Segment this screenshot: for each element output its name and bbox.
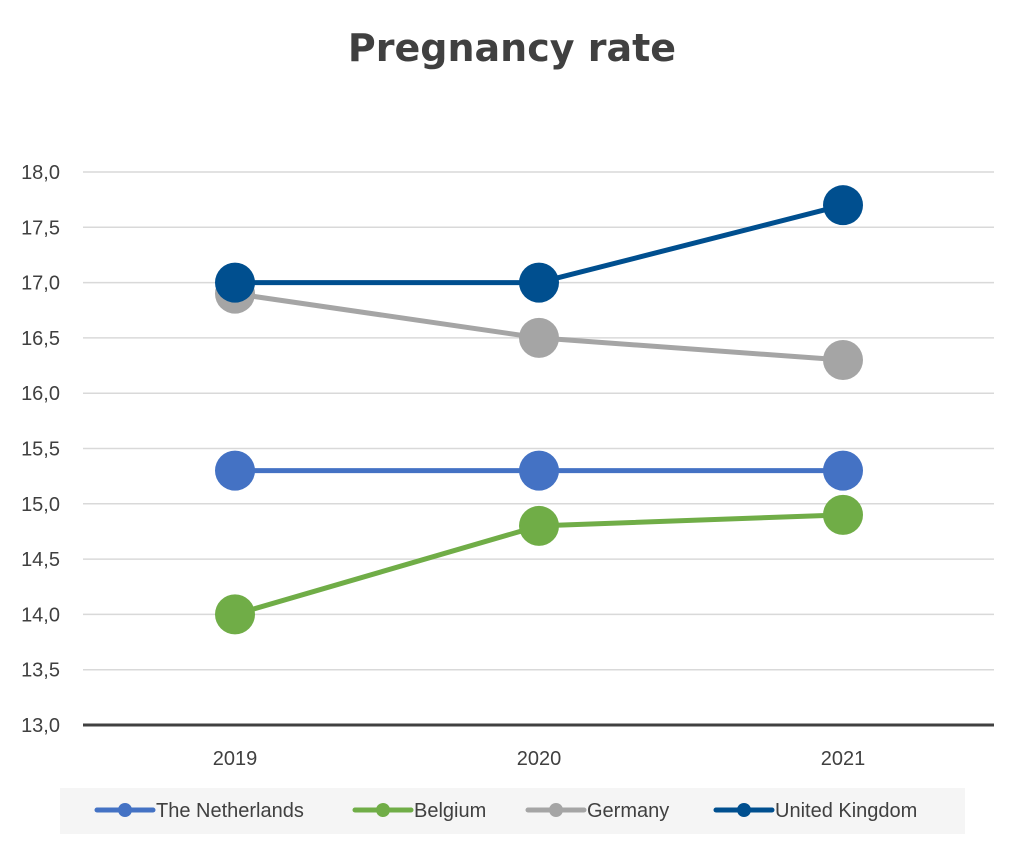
legend-marker-icon <box>376 803 390 817</box>
y-tick-label: 15,5 <box>21 439 60 461</box>
legend-label: The Netherlands <box>156 800 304 822</box>
y-tick-label: 17,5 <box>21 217 60 239</box>
legend: The Netherlands Belgium Germany United King… <box>94 800 917 822</box>
y-tick-label: 18,0 <box>21 162 60 184</box>
legend-background <box>60 788 965 834</box>
legend-label: United Kingdom <box>775 800 917 822</box>
data-point <box>823 185 863 226</box>
data-point <box>823 494 863 535</box>
y-tick-label: 13,0 <box>21 715 60 737</box>
y-tick-label: 16,0 <box>21 383 60 405</box>
y-tick-label: 14,0 <box>21 604 60 626</box>
x-tick-label: 2021 <box>821 748 866 770</box>
data-point <box>519 262 559 303</box>
legend-marker-icon <box>737 803 751 817</box>
legend-label: Germany <box>587 800 669 822</box>
data-point <box>215 594 255 635</box>
data-point <box>215 262 255 303</box>
y-tick-label: 17,0 <box>21 273 60 295</box>
gridlines <box>83 171 994 727</box>
series-belgium <box>215 494 863 635</box>
legend-label: Belgium <box>414 800 486 822</box>
x-axis-tick-labels: 2019 2020 2021 <box>213 748 866 770</box>
data-point <box>519 505 559 546</box>
legend-item: Germany <box>525 800 669 822</box>
series-lines <box>215 185 863 635</box>
x-tick-label: 2019 <box>213 748 258 770</box>
data-point <box>823 450 863 491</box>
legend-item: Belgium <box>352 800 486 822</box>
legend-item: United Kingdom <box>713 800 917 822</box>
chart-title: Pregnancy rate <box>347 26 677 70</box>
x-tick-label: 2020 <box>517 748 562 770</box>
y-axis-tick-labels: 13,0 13,5 14,0 14,5 15,0 15,5 16,0 16,5 17,0 17,5… <box>21 162 60 737</box>
y-tick-label: 16,5 <box>21 328 60 350</box>
y-tick-label: 15,0 <box>21 494 60 516</box>
legend-marker-icon <box>549 803 563 817</box>
y-tick-label: 14,5 <box>21 549 60 571</box>
data-point <box>519 317 559 358</box>
series-united-kingdom <box>215 185 863 303</box>
series-the-netherlands <box>215 450 863 491</box>
data-point <box>215 450 255 491</box>
data-point <box>823 340 863 381</box>
y-tick-label: 13,5 <box>21 660 60 682</box>
legend-marker-icon <box>118 803 132 817</box>
legend-item: The Netherlands <box>94 800 304 822</box>
data-point <box>519 450 559 491</box>
